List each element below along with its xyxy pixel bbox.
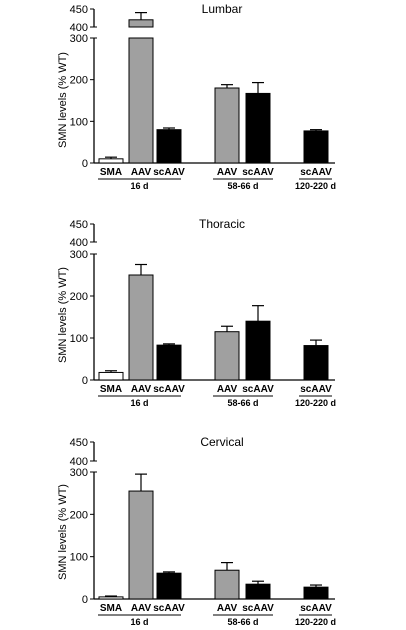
x-tick-label: AAV [131, 167, 152, 178]
bar [245, 583, 271, 600]
x-tick-label: scAAV [300, 384, 332, 395]
bar [214, 331, 240, 381]
group-label: 16 d [130, 398, 148, 408]
group-label: 16 d [130, 617, 148, 627]
x-tick-label: scAAV [153, 384, 185, 395]
x-tick-label: scAAV [153, 167, 185, 178]
bar [98, 158, 124, 164]
y-axis-label: SMN levels (% WT) [57, 484, 69, 580]
y-tick-label: 100 [70, 333, 88, 345]
bar [98, 596, 124, 600]
group-label: 120-220 d [295, 181, 336, 191]
y-tick-label: 0 [82, 375, 88, 387]
y-tick-label: 200 [70, 75, 88, 87]
x-tick-label: scAAV [300, 167, 332, 178]
y-tick-label: 400 [70, 237, 88, 249]
bar [214, 87, 240, 164]
x-tick-label: scAAV [242, 167, 274, 178]
x-tick-label: AAV [217, 167, 238, 178]
x-tick-label: scAAV [153, 603, 185, 614]
chart-title: Lumbar [202, 2, 243, 16]
bar [214, 569, 240, 600]
y-tick-label: 300 [70, 249, 88, 261]
y-tick-label: 200 [70, 509, 88, 521]
group-label: 58-66 d [227, 181, 258, 191]
bar [128, 490, 154, 600]
x-tick-label: scAAV [242, 603, 274, 614]
bar [98, 371, 124, 381]
bar [245, 320, 271, 381]
y-tick-label: 400 [70, 456, 88, 468]
y-tick-label: 450 [70, 4, 88, 16]
bar [245, 92, 271, 164]
y-tick-label: 300 [70, 33, 88, 45]
y-tick-label: 0 [82, 594, 88, 606]
group-label: 58-66 d [227, 398, 258, 408]
bar [128, 37, 154, 164]
bar [156, 572, 182, 600]
bar [303, 130, 329, 164]
y-tick-label: 300 [70, 467, 88, 479]
group-label: 16 d [130, 181, 148, 191]
y-axis-label: SMN levels (% WT) [57, 52, 69, 148]
group-label: 120-220 d [295, 398, 336, 408]
group-label: 58-66 d [227, 617, 258, 627]
x-tick-label: AAV [217, 603, 238, 614]
chart-title: Thoracic [199, 217, 245, 231]
bar [128, 19, 154, 28]
y-tick-label: 200 [70, 291, 88, 303]
x-tick-label: AAV [131, 603, 152, 614]
y-tick-label: 450 [70, 437, 88, 449]
y-tick-label: 450 [70, 219, 88, 231]
x-tick-label: SMA [100, 603, 122, 614]
x-tick-label: AAV [217, 384, 238, 395]
x-tick-label: SMA [100, 384, 122, 395]
x-tick-label: scAAV [300, 603, 332, 614]
y-axis-label: SMN levels (% WT) [57, 267, 69, 363]
bar [303, 345, 329, 381]
y-tick-label: 100 [70, 552, 88, 564]
chart-title: Cervical [200, 435, 243, 449]
bar [303, 586, 329, 600]
bar [128, 274, 154, 381]
x-tick-label: scAAV [242, 384, 274, 395]
group-label: 120-220 d [295, 617, 336, 627]
bar [156, 129, 182, 164]
y-tick-label: 100 [70, 116, 88, 128]
x-tick-label: AAV [131, 384, 152, 395]
bar [156, 344, 182, 381]
y-tick-label: 400 [70, 22, 88, 34]
y-tick-label: 0 [82, 158, 88, 170]
x-tick-label: SMA [100, 167, 122, 178]
